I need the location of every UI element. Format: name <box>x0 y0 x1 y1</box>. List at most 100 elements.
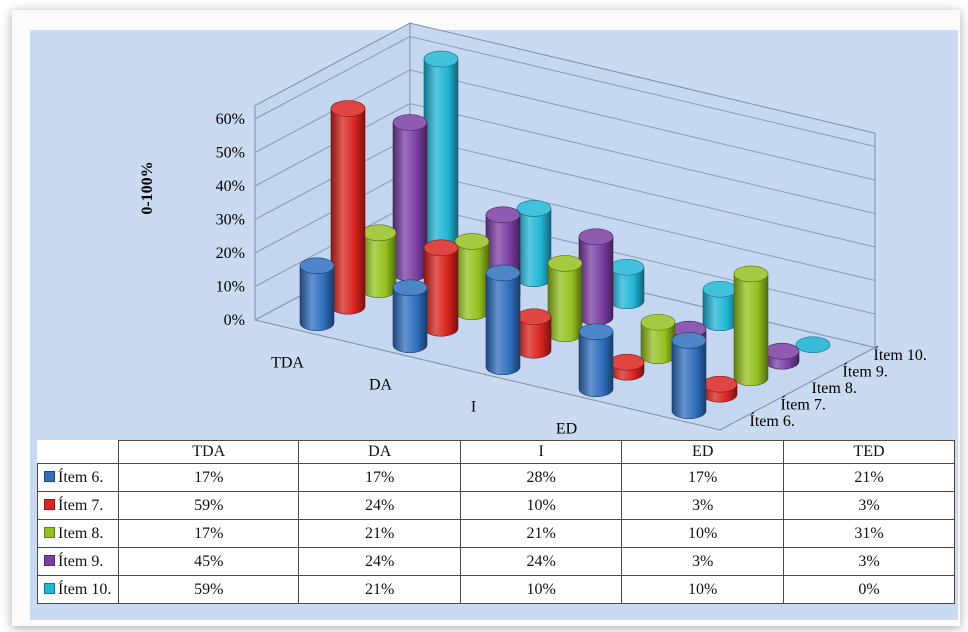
y-tick-label: 30% <box>216 212 245 229</box>
series-name: Item 8. <box>58 524 104 542</box>
table-cell: 24% <box>298 491 461 520</box>
bar-body <box>330 108 366 315</box>
gridline <box>254 35 876 147</box>
table-cell: 10% <box>621 575 784 604</box>
x-tick-label: ED <box>556 421 577 438</box>
bar <box>733 265 769 387</box>
bar-top <box>299 257 335 275</box>
bar-body <box>299 265 335 332</box>
table-cell: 0% <box>782 575 956 604</box>
series-label: Item 8. <box>812 380 857 397</box>
bar-body <box>671 340 707 420</box>
series-label: Ítem 7. <box>781 394 826 413</box>
bar <box>764 342 800 370</box>
series-name: Ítem 7. <box>58 496 104 514</box>
bar <box>609 258 645 310</box>
table-row: Ítem 6. 17% 17% 28% 17% 21% <box>37 463 956 492</box>
series-name: Ítem 10. <box>58 580 112 598</box>
bar-body <box>423 247 459 337</box>
data-table: TDA DA I ED TED Ítem 6. 17% 17% 28% 17% 21% Ítem 7… <box>37 440 956 604</box>
table-column-header: I <box>459 440 623 464</box>
table-cell: 31% <box>782 519 956 548</box>
table-row: Ítem 9. 45% 24% 24% 3% 3% <box>37 547 956 576</box>
table-row-header: Ítem 7. <box>37 491 119 520</box>
y-tick-label: 0% <box>224 312 245 329</box>
bar-top <box>702 375 738 393</box>
table-body: Ítem 6. 17% 17% 28% 17% 21% Ítem 7. 59% 24% 10% 3%… <box>37 463 956 604</box>
bar <box>516 200 552 288</box>
bar <box>423 50 459 266</box>
legend-key <box>44 554 55 566</box>
table-cell: 28% <box>459 463 623 492</box>
table-cell: 45% <box>117 547 300 576</box>
y-tick-label: 60% <box>216 111 245 128</box>
table-cell: 17% <box>117 463 300 492</box>
gridline <box>254 69 876 181</box>
bar <box>392 114 428 282</box>
y-tick-label: 20% <box>216 245 245 262</box>
bar-body <box>454 241 490 321</box>
bar <box>640 313 676 365</box>
bar <box>485 264 521 376</box>
table-cell: 3% <box>782 547 956 576</box>
bar <box>609 353 645 381</box>
bar-top <box>516 200 552 217</box>
legend-key <box>44 470 55 482</box>
table-cell: 17% <box>298 463 461 492</box>
bar <box>578 228 614 326</box>
bar-body <box>733 273 769 387</box>
table-cell: 21% <box>459 519 623 548</box>
table-cell: 21% <box>298 575 461 604</box>
legend-key <box>44 526 55 538</box>
bar-body <box>392 287 428 354</box>
bar-top <box>795 336 831 354</box>
x-tick-label: TDA <box>271 355 304 372</box>
bar-top <box>640 313 676 331</box>
bar-top <box>485 206 521 224</box>
bar-top <box>392 279 428 297</box>
bar <box>361 224 397 299</box>
bar-top <box>454 233 490 250</box>
table-row-header: Ítem 10. <box>37 575 119 604</box>
x-tick-label: DA <box>369 377 393 394</box>
bar <box>795 336 831 354</box>
table-cell: 3% <box>621 491 784 520</box>
y-tick-label: 40% <box>216 178 245 195</box>
bar <box>454 233 490 321</box>
bar <box>516 308 552 359</box>
bar-body <box>547 263 583 343</box>
bar-top <box>578 228 614 246</box>
bar-top <box>547 255 583 272</box>
bar-top <box>485 264 521 282</box>
bar-top <box>392 114 428 131</box>
table-cell: 10% <box>621 519 784 548</box>
series-name: Ítem 6. <box>58 468 104 486</box>
bar <box>392 279 428 354</box>
bar-top <box>671 332 707 349</box>
bar-body <box>392 122 428 282</box>
table-row: Item 8. 17% 21% 21% 10% 31% <box>37 519 956 548</box>
table-row-header: Ítem 6. <box>37 463 119 492</box>
series-depth-labels: Ítem 6.Ítem 7.Item 8.Ítem 9.Ítem 10. <box>750 345 927 430</box>
bar-body <box>578 236 614 326</box>
table-cell: 59% <box>117 575 300 604</box>
bar-top <box>702 280 738 298</box>
table-header-row: TDA DA I ED TED <box>37 440 956 464</box>
table-cell: 24% <box>298 547 461 576</box>
y-axis-ticks: 0% 10% 20% 30% 40% 50% 60% <box>216 111 245 329</box>
bar-top <box>423 239 459 257</box>
table-column-header: TDA <box>117 440 300 464</box>
bar-top <box>423 50 459 68</box>
table-cell: 21% <box>298 519 461 548</box>
y-tick-label: 50% <box>216 145 245 162</box>
table-row-header: Ítem 9. <box>37 547 119 576</box>
table-cell: 21% <box>782 463 956 492</box>
legend-key <box>44 582 55 594</box>
bar-top <box>330 100 366 117</box>
series-name: Ítem 9. <box>58 552 104 570</box>
bar-body <box>578 331 614 398</box>
table-cell: 24% <box>459 547 623 576</box>
bar <box>702 375 738 403</box>
table-row-header: Item 8. <box>37 519 119 548</box>
table-cell: 10% <box>459 575 623 604</box>
